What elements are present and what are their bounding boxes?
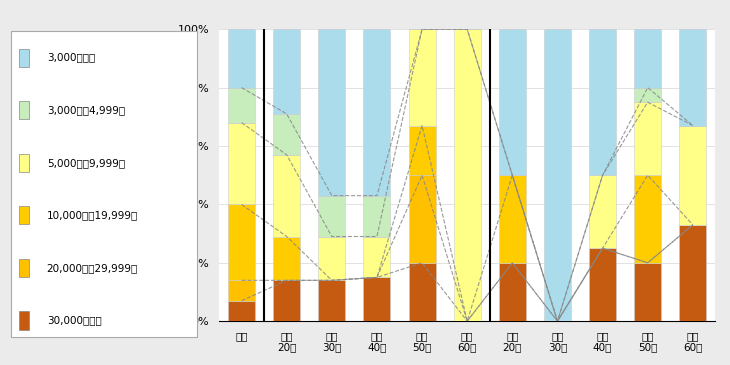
Bar	[409, 175, 436, 263]
Bar	[318, 29, 345, 196]
Bar	[589, 248, 616, 321]
Text: 20,000円～29,999円: 20,000円～29,999円	[47, 263, 138, 273]
Bar	[19, 259, 29, 277]
Bar	[19, 206, 29, 224]
Bar	[544, 29, 571, 321]
Text: 30,000円以上: 30,000円以上	[47, 315, 101, 326]
Bar	[589, 175, 616, 248]
Bar	[318, 280, 345, 321]
Bar	[228, 123, 255, 204]
Bar	[228, 204, 255, 280]
Bar	[680, 126, 707, 225]
Bar	[273, 155, 300, 237]
Bar	[273, 237, 300, 280]
Bar	[19, 49, 29, 67]
Bar	[273, 280, 300, 321]
Bar	[318, 196, 345, 237]
Bar	[634, 175, 661, 263]
Bar	[409, 29, 436, 126]
Bar	[499, 29, 526, 175]
Text: 10,000円～19,999円: 10,000円～19,999円	[47, 210, 138, 220]
Bar	[364, 29, 391, 196]
Bar	[228, 301, 255, 321]
Bar	[19, 101, 29, 119]
Bar	[634, 29, 661, 88]
Bar	[680, 225, 707, 321]
Text: 3,000円未満: 3,000円未満	[47, 53, 95, 63]
Bar	[409, 126, 436, 175]
Bar	[273, 29, 300, 114]
Text: 3,000円～4,999円: 3,000円～4,999円	[47, 105, 125, 115]
Bar	[634, 263, 661, 321]
Bar	[634, 88, 661, 102]
Bar	[228, 29, 255, 88]
Bar	[19, 311, 29, 330]
Bar	[19, 154, 29, 172]
Bar	[228, 280, 255, 301]
FancyBboxPatch shape	[11, 31, 196, 337]
Bar	[364, 277, 391, 321]
Bar	[634, 102, 661, 175]
Bar	[499, 175, 526, 263]
Text: 5,000円～9,999円: 5,000円～9,999円	[47, 158, 125, 168]
Bar	[589, 29, 616, 175]
Bar	[453, 29, 481, 321]
Bar	[273, 114, 300, 155]
Bar	[409, 263, 436, 321]
Bar	[228, 88, 255, 123]
Bar	[680, 29, 707, 126]
Bar	[364, 196, 391, 237]
Bar	[499, 263, 526, 321]
Bar	[364, 237, 391, 277]
Bar	[318, 237, 345, 280]
